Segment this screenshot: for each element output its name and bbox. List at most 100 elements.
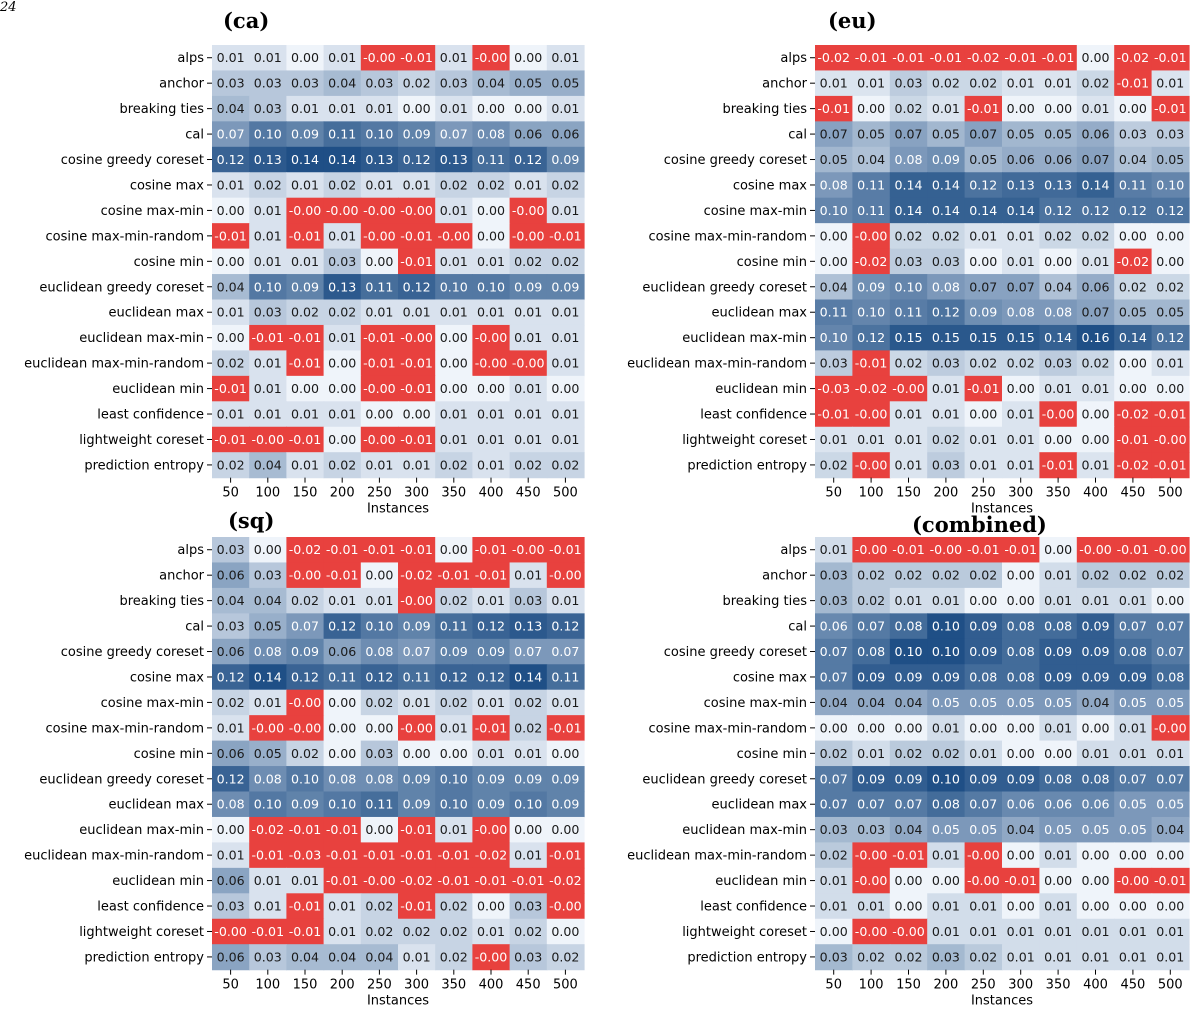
cell-value-label: -0.01 [1154, 873, 1187, 888]
heatmap-cell [1039, 45, 1078, 72]
heatmap-cell [212, 172, 250, 199]
cell-value-label: 0.07 [1156, 771, 1184, 786]
heatmap-cell [360, 562, 399, 589]
heatmap-cell [1039, 842, 1078, 869]
heatmap-cell [323, 248, 362, 275]
heatmap-cell [323, 197, 362, 224]
heatmap-cell [323, 918, 362, 945]
cell-value-label: 0.05 [932, 822, 960, 837]
cell-value-label: 0.13 [1044, 177, 1072, 192]
heatmap-cell [509, 893, 548, 920]
cell-value-label: 0.01 [477, 254, 505, 269]
cell-value-label: 0.11 [857, 203, 885, 218]
heatmap-cell [360, 842, 399, 869]
cell-value-label: 0.01 [932, 899, 960, 914]
heatmap-cell [815, 146, 853, 173]
heatmap-cell [1076, 350, 1115, 377]
heatmap-cell [509, 70, 548, 97]
cell-value-label: -0.01 [549, 542, 582, 557]
heatmap-cell [249, 452, 287, 479]
heatmap-cell [286, 791, 325, 818]
y-tick-label: euclidean max-min-random [24, 849, 204, 864]
cell-value-label: 0.04 [254, 593, 282, 608]
cell-value-label: 0.02 [403, 76, 431, 91]
cell-value-label: 0.11 [403, 669, 431, 684]
cell-value-label: 0.01 [820, 432, 848, 447]
cell-value-label: 0.00 [1044, 873, 1072, 888]
cell-value-label: 0.00 [1007, 593, 1035, 608]
heatmap-cell [286, 587, 325, 614]
heatmap-cell [435, 401, 473, 428]
heatmap-cell [360, 223, 399, 250]
heatmap-cell [1151, 562, 1190, 589]
cell-value-label: -0.00 [512, 542, 545, 557]
heatmap-cell [852, 867, 891, 894]
heatmap-cell [815, 791, 853, 818]
cell-value-label: 0.00 [440, 746, 468, 761]
cell-value-label: -0.00 [855, 228, 888, 243]
heatmap-cell [212, 766, 250, 793]
heatmap-cell [1039, 452, 1078, 479]
heatmap-cell [927, 146, 966, 173]
heatmap-cell [435, 95, 473, 122]
cell-value-label: 0.05 [1119, 797, 1147, 812]
cell-value-label: -0.01 [549, 228, 582, 243]
heatmap-cell [360, 664, 399, 691]
cell-value-label: 0.01 [1119, 720, 1147, 735]
heatmap-cell [815, 816, 853, 843]
heatmap-cell [286, 867, 325, 894]
cell-value-label: 0.03 [217, 76, 245, 91]
heatmap-cell [398, 426, 436, 453]
heatmap-cell [472, 893, 511, 920]
heatmap-cell [815, 918, 853, 945]
cell-value-label: 0.05 [514, 76, 542, 91]
cell-value-label: 0.03 [820, 593, 848, 608]
cell-value-label: 0.01 [477, 695, 505, 710]
cell-value-label: 0.00 [217, 203, 245, 218]
cell-value-label: 0.02 [857, 593, 885, 608]
cell-value-label: 0.13 [1007, 177, 1035, 192]
heatmap-cell [212, 426, 250, 453]
heatmap-cell [249, 426, 287, 453]
heatmap-cell [249, 740, 287, 767]
cell-value-label: 0.03 [932, 254, 960, 269]
cell-value-label: 0.00 [291, 50, 319, 65]
x-tick-label: 450 [516, 978, 541, 993]
heatmap-cell [212, 842, 250, 869]
cell-value-label: 0.00 [254, 542, 282, 557]
heatmap-cell [435, 587, 473, 614]
cell-value-label: 0.00 [1081, 848, 1109, 863]
heatmap-cell [360, 944, 399, 971]
cell-value-label: 0.02 [328, 305, 356, 320]
cell-value-label: 0.08 [820, 177, 848, 192]
cell-value-label: 0.01 [551, 50, 579, 65]
cell-value-label: 0.05 [1119, 822, 1147, 837]
cell-value-label: 0.00 [820, 228, 848, 243]
cell-value-label: 0.10 [820, 330, 848, 345]
heatmap-cell [1002, 664, 1040, 691]
heatmap-cell [249, 664, 287, 691]
y-tick-label: cosine max [130, 670, 204, 685]
cell-value-label: 0.02 [894, 356, 922, 371]
cell-value-label: -0.01 [289, 432, 322, 447]
cell-value-label: 0.03 [894, 76, 922, 91]
cell-value-label: 0.08 [1007, 669, 1035, 684]
heatmap-cell [472, 791, 511, 818]
heatmap-cell [1076, 426, 1115, 453]
heatmap-cell [398, 842, 436, 869]
cell-value-label: 0.00 [1081, 50, 1109, 65]
cell-value-label: 0.01 [328, 101, 356, 116]
heatmap-cell [472, 324, 511, 351]
heatmap-cell [323, 766, 362, 793]
cell-value-label: 0.00 [1119, 899, 1147, 914]
cell-value-label: -0.00 [892, 924, 925, 939]
cell-value-label: 0.01 [254, 899, 282, 914]
cell-value-label: 0.12 [477, 619, 505, 634]
cell-value-label: 0.01 [254, 873, 282, 888]
heatmap-cell [472, 867, 511, 894]
cell-value-label: 0.00 [551, 924, 579, 939]
y-tick-label: cosine max [733, 178, 807, 193]
heatmap-cell [1151, 587, 1190, 614]
heatmap-cell [1151, 223, 1190, 250]
cell-value-label: -0.00 [930, 542, 963, 557]
